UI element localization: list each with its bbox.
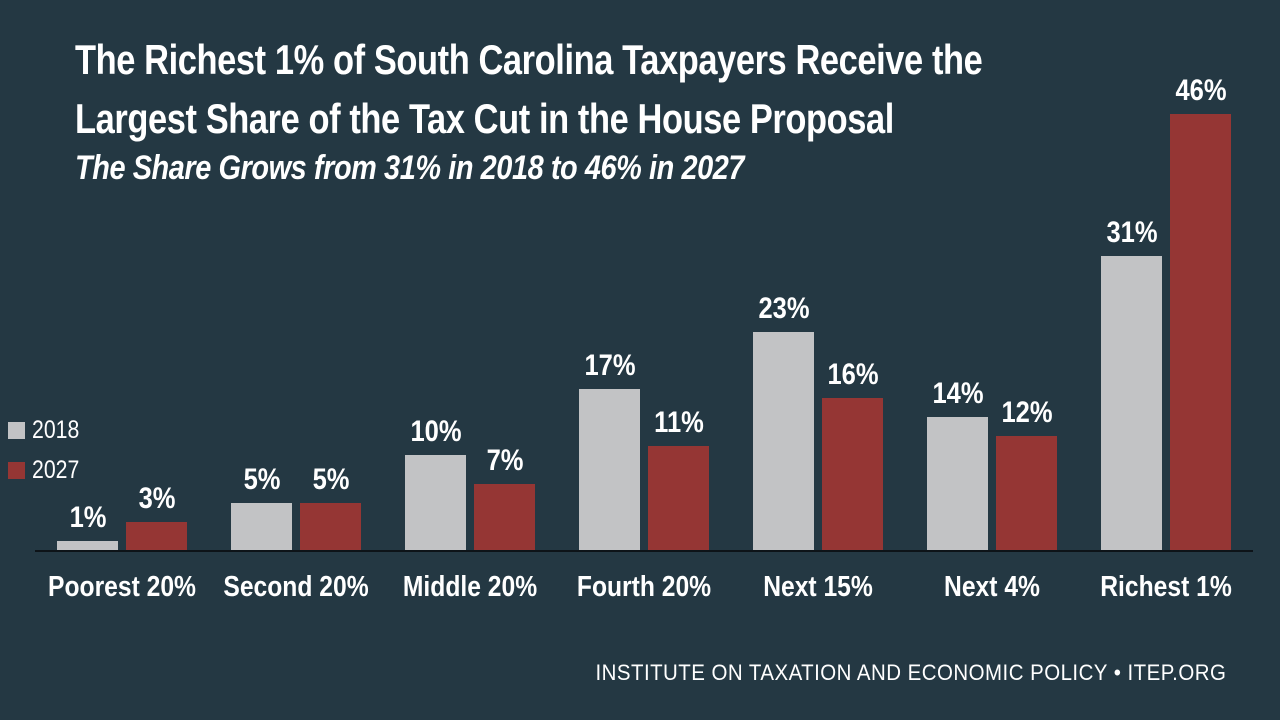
value-label-2027-next-4: 12% — [1000, 396, 1053, 429]
legend-item-2027: 2027 — [8, 456, 88, 484]
category-label-next-15: Next 15% — [763, 571, 873, 603]
category-label-second-20: Second 20% — [223, 571, 369, 603]
footer-attribution: INSTITUTE ON TAXATION AND ECONOMIC POLIC… — [595, 660, 1226, 685]
value-label-2018-middle-20: 10% — [409, 415, 462, 448]
value-label-2027-second-20: 5% — [312, 463, 349, 496]
bar-2018-middle-20 — [405, 455, 466, 550]
value-label-2018-fourth-20: 17% — [583, 349, 636, 382]
value-label-2018-next-4: 14% — [931, 377, 984, 410]
value-label-2027-poorest-20: 3% — [138, 482, 175, 515]
legend-label-2018: 2018 — [32, 416, 80, 444]
value-label-2027-next-15: 16% — [826, 358, 879, 391]
bar-2027-richest-1 — [1170, 114, 1231, 550]
x-axis-line — [35, 550, 1253, 552]
bar-2018-next-15 — [753, 332, 814, 550]
bar-2027-next-4 — [996, 436, 1057, 550]
legend-swatch-2027 — [8, 461, 25, 479]
value-label-2027-fourth-20: 11% — [653, 406, 704, 439]
bar-2018-richest-1 — [1101, 256, 1162, 550]
chart-subtitle: The Share Grows from 31% in 2018 to 46% … — [75, 149, 745, 187]
value-label-2018-richest-1: 31% — [1105, 216, 1158, 249]
bar-2018-poorest-20 — [57, 541, 118, 550]
legend-label-2027: 2027 — [32, 456, 80, 484]
bar-2027-second-20 — [300, 503, 361, 550]
legend-item-2018: 2018 — [8, 416, 88, 444]
bar-2018-second-20 — [231, 503, 292, 550]
legend-swatch-2018 — [8, 421, 25, 439]
bar-2027-poorest-20 — [126, 522, 187, 550]
category-label-next-4: Next 4% — [944, 571, 1040, 603]
bar-2018-next-4 — [927, 417, 988, 550]
bar-2027-fourth-20 — [648, 446, 709, 550]
bar-2027-middle-20 — [474, 484, 535, 550]
category-label-richest-1: Richest 1% — [1100, 571, 1232, 603]
value-label-2027-middle-20: 7% — [486, 444, 523, 477]
value-label-2018-poorest-20: 1% — [69, 501, 106, 534]
category-label-fourth-20: Fourth 20% — [576, 571, 712, 603]
category-label-poorest-20: Poorest 20% — [48, 571, 196, 603]
value-label-2018-next-15: 23% — [757, 292, 810, 325]
bar-2027-next-15 — [822, 398, 883, 550]
chart-title-line-2: Largest Share of the Tax Cut in the Hous… — [75, 95, 894, 142]
value-label-2018-second-20: 5% — [243, 463, 280, 496]
chart-legend: 2018 2027 — [8, 418, 88, 498]
bar-2018-fourth-20 — [579, 389, 640, 550]
value-label-2027-richest-1: 46% — [1174, 74, 1227, 107]
chart-title: The Richest 1% of South Carolina Taxpaye… — [75, 30, 1182, 148]
category-label-middle-20: Middle 20% — [402, 571, 538, 603]
chart-title-line-1: The Richest 1% of South Carolina Taxpaye… — [75, 36, 983, 83]
